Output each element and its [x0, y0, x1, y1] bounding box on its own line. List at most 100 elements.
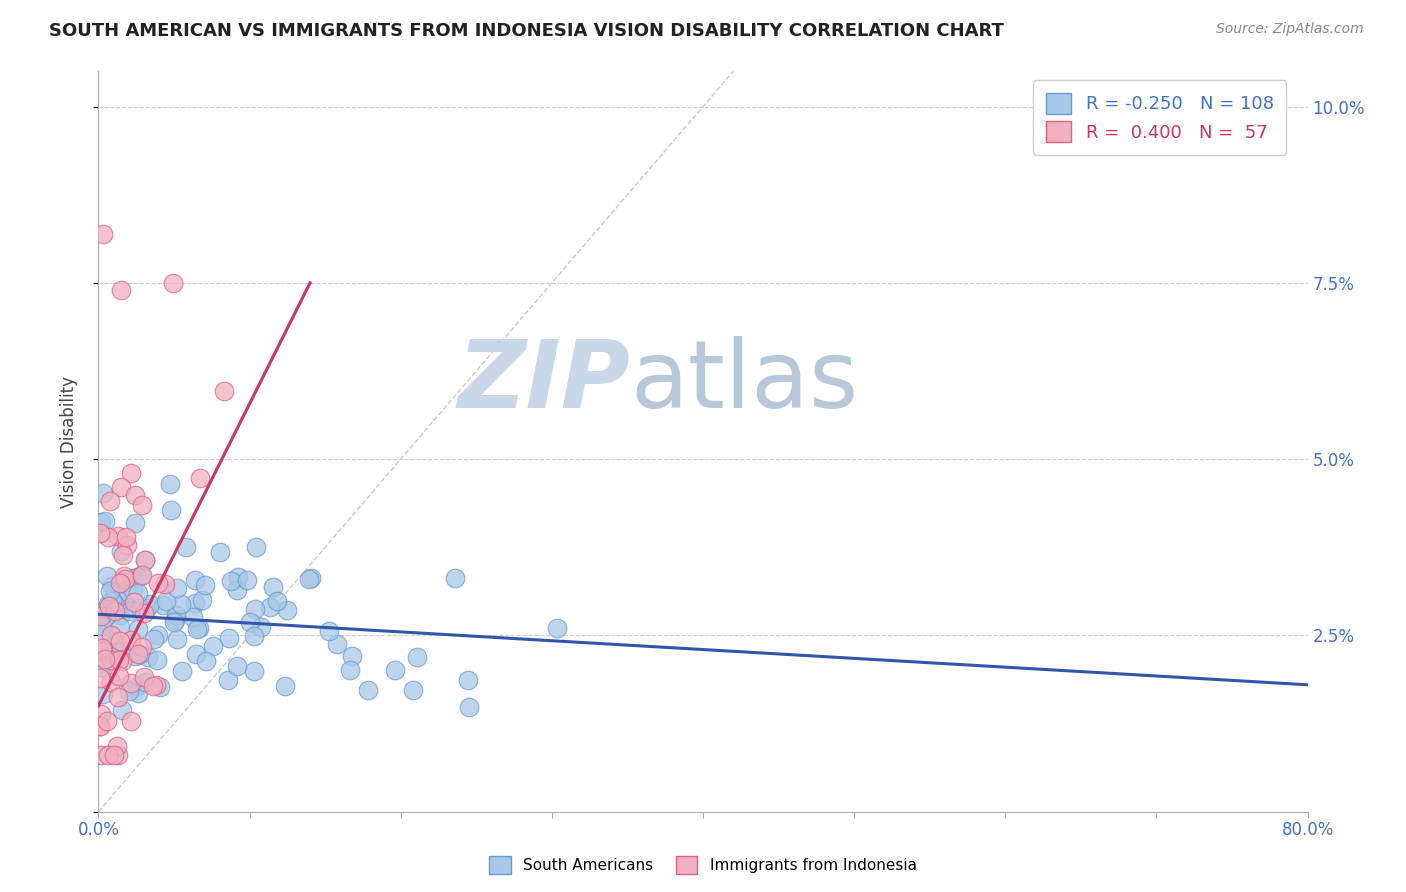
- Point: [155, 594, 177, 608]
- Point: [114, 572, 136, 586]
- Point: [186, 623, 208, 637]
- Point: [127, 586, 149, 600]
- Point: [122, 583, 145, 598]
- Point: [339, 663, 361, 677]
- Point: [108, 620, 131, 634]
- Point: [121, 571, 143, 585]
- Point: [115, 530, 138, 544]
- Point: [90, 660, 112, 674]
- Point: [239, 615, 262, 629]
- Point: [112, 596, 135, 610]
- Text: ZIP: ZIP: [457, 336, 630, 428]
- Point: [103, 748, 125, 763]
- Point: [107, 529, 129, 543]
- Point: [226, 570, 249, 584]
- Point: [110, 480, 132, 494]
- Point: [172, 665, 194, 679]
- Point: [135, 601, 157, 615]
- Point: [120, 467, 142, 481]
- Point: [357, 683, 380, 698]
- Point: [163, 613, 186, 627]
- Point: [91, 644, 114, 658]
- Point: [91, 687, 114, 701]
- Text: 0.0%: 0.0%: [77, 822, 120, 839]
- Point: [299, 571, 322, 585]
- Point: [170, 597, 193, 611]
- Point: [212, 384, 235, 398]
- Point: [406, 649, 429, 664]
- Point: [245, 540, 267, 554]
- Point: [132, 606, 155, 620]
- Point: [125, 679, 148, 693]
- Point: [134, 675, 156, 690]
- Point: [139, 598, 162, 612]
- Point: [103, 596, 125, 610]
- Point: [149, 680, 172, 694]
- Point: [100, 653, 122, 667]
- Point: [90, 706, 112, 721]
- Point: [108, 585, 131, 599]
- Point: [93, 227, 115, 241]
- Point: [162, 276, 184, 290]
- Point: [162, 615, 184, 629]
- Point: [94, 609, 117, 624]
- Point: [96, 641, 118, 656]
- Point: [298, 572, 321, 586]
- Point: [146, 653, 169, 667]
- Point: [118, 683, 141, 698]
- Point: [120, 633, 142, 648]
- Text: 80.0%: 80.0%: [1281, 822, 1334, 839]
- Point: [131, 498, 153, 512]
- Point: [127, 622, 149, 636]
- Point: [94, 514, 117, 528]
- Point: [100, 584, 122, 599]
- Point: [225, 659, 247, 673]
- Point: [105, 582, 128, 597]
- Point: [107, 690, 129, 704]
- Point: [262, 580, 284, 594]
- Point: [108, 669, 131, 683]
- Point: [110, 544, 132, 558]
- Point: [111, 654, 134, 668]
- Point: [129, 569, 152, 583]
- Point: [142, 680, 165, 694]
- Point: [259, 599, 281, 614]
- Point: [194, 654, 217, 668]
- Point: [100, 628, 122, 642]
- Point: [184, 573, 207, 587]
- Point: [243, 664, 266, 678]
- Point: [90, 516, 112, 530]
- Point: [236, 574, 259, 588]
- Point: [384, 663, 406, 677]
- Point: [148, 627, 170, 641]
- Point: [134, 553, 156, 567]
- Point: [96, 569, 118, 583]
- Text: atlas: atlas: [630, 336, 859, 428]
- Point: [129, 647, 152, 661]
- Point: [132, 670, 155, 684]
- Point: [165, 608, 187, 623]
- Point: [90, 609, 112, 624]
- Point: [100, 674, 122, 689]
- Point: [219, 574, 242, 588]
- Point: [125, 570, 148, 584]
- Point: [107, 593, 129, 607]
- Point: [134, 552, 156, 566]
- Point: [202, 639, 225, 653]
- Point: [115, 538, 138, 552]
- Point: [152, 598, 174, 612]
- Point: [124, 488, 146, 502]
- Point: [89, 526, 111, 541]
- Point: [148, 575, 170, 590]
- Point: [94, 652, 117, 666]
- Point: [218, 631, 240, 645]
- Point: [243, 601, 266, 615]
- Point: [112, 568, 135, 582]
- Point: [166, 632, 188, 647]
- Point: [100, 648, 122, 663]
- Point: [194, 578, 217, 592]
- Point: [276, 603, 298, 617]
- Point: [120, 676, 142, 690]
- Point: [89, 671, 111, 685]
- Point: [105, 739, 128, 753]
